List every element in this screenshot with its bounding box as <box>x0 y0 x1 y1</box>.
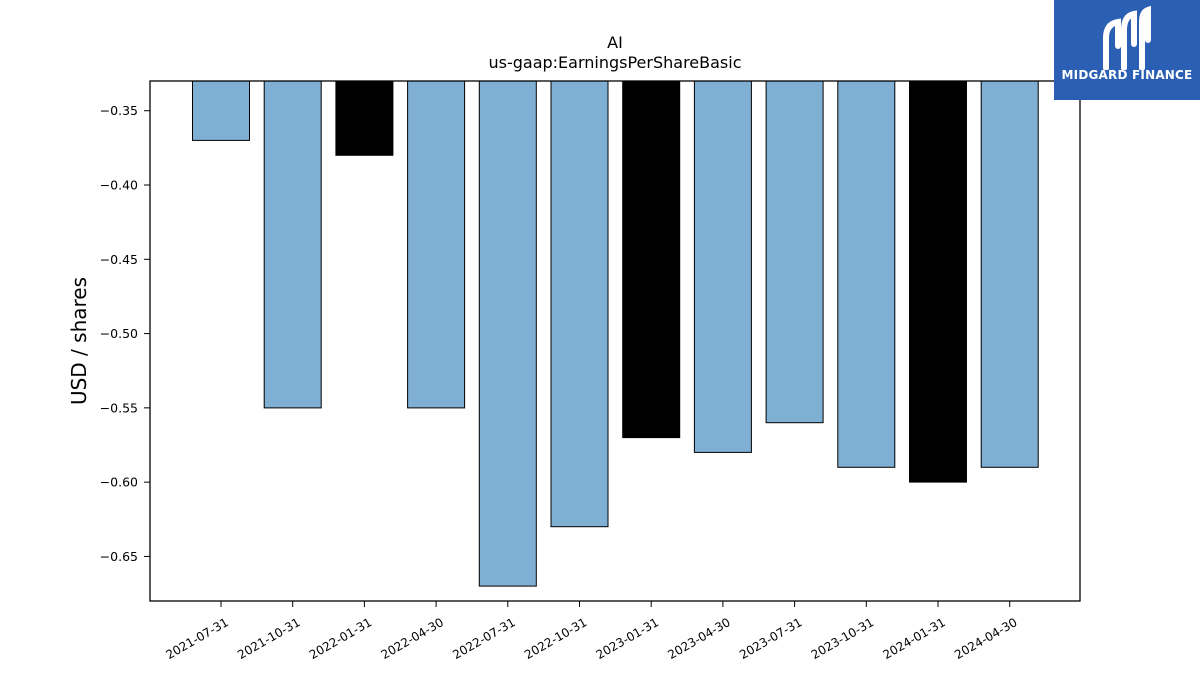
brand-name: MIDGARD FINANCE <box>1061 68 1193 82</box>
midgard-logo-icon <box>1103 5 1151 70</box>
bar-2022-07-31 <box>478 80 537 587</box>
x-tick-label: 2023-10-31 <box>809 615 876 662</box>
bar-2021-10-31 <box>263 80 322 409</box>
x-tick-label: 2023-04-30 <box>665 615 732 662</box>
x-tick-label: 2023-01-31 <box>594 615 661 662</box>
y-tick-label: −0.50 <box>100 326 138 341</box>
x-tick-label: 2022-01-31 <box>307 615 374 662</box>
y-tick-label: −0.40 <box>100 178 138 193</box>
bar-2023-10-31 <box>837 80 896 468</box>
bar-2022-04-30 <box>407 80 466 409</box>
y-tick-label: −0.65 <box>100 549 138 564</box>
chart-subtitle: us-gaap:EarningsPerShareBasic <box>488 53 741 72</box>
x-tick-label: 2021-10-31 <box>235 615 302 662</box>
y-axis-label: USD / shares <box>67 277 91 405</box>
bar-2024-01-31 <box>909 80 967 483</box>
x-ticks-group: 2021-07-31 2021-10-31 2022-01-31 2022-04-30… <box>163 601 1020 662</box>
x-tick-label: 2022-10-31 <box>522 615 589 662</box>
x-tick-label: 2023-07-31 <box>737 615 804 662</box>
bar-2021-07-31 <box>192 80 250 141</box>
bar-2024-04-30 <box>980 80 1039 468</box>
x-tick-label: 2022-04-30 <box>379 615 446 662</box>
bars-group <box>192 80 1039 587</box>
x-tick-label: 2024-04-30 <box>952 615 1019 662</box>
chart-title: AI <box>607 33 623 52</box>
bar-2023-04-30 <box>693 80 752 453</box>
x-tick-label: 2022-07-31 <box>450 615 517 662</box>
bar-2022-01-31 <box>335 80 394 156</box>
bar-2023-01-31 <box>622 80 681 439</box>
plot-frame <box>149 80 1081 602</box>
x-tick-label: 2021-07-31 <box>163 615 230 662</box>
y-tick-label: −0.35 <box>100 103 138 118</box>
x-tick-label: 2024-01-31 <box>880 615 947 662</box>
bar-2023-07-31 <box>765 80 824 424</box>
y-tick-label: −0.45 <box>100 252 138 267</box>
y-tick-label: −0.60 <box>100 475 138 490</box>
bar-2022-10-31 <box>550 80 609 528</box>
y-tick-label: −0.55 <box>100 400 138 415</box>
y-ticks-group: −0.35 −0.40 −0.45 −0.50 −0.55 −0.60 −0.65 <box>100 103 150 564</box>
brand-logo: MIDGARD FINANCE <box>1054 0 1200 100</box>
